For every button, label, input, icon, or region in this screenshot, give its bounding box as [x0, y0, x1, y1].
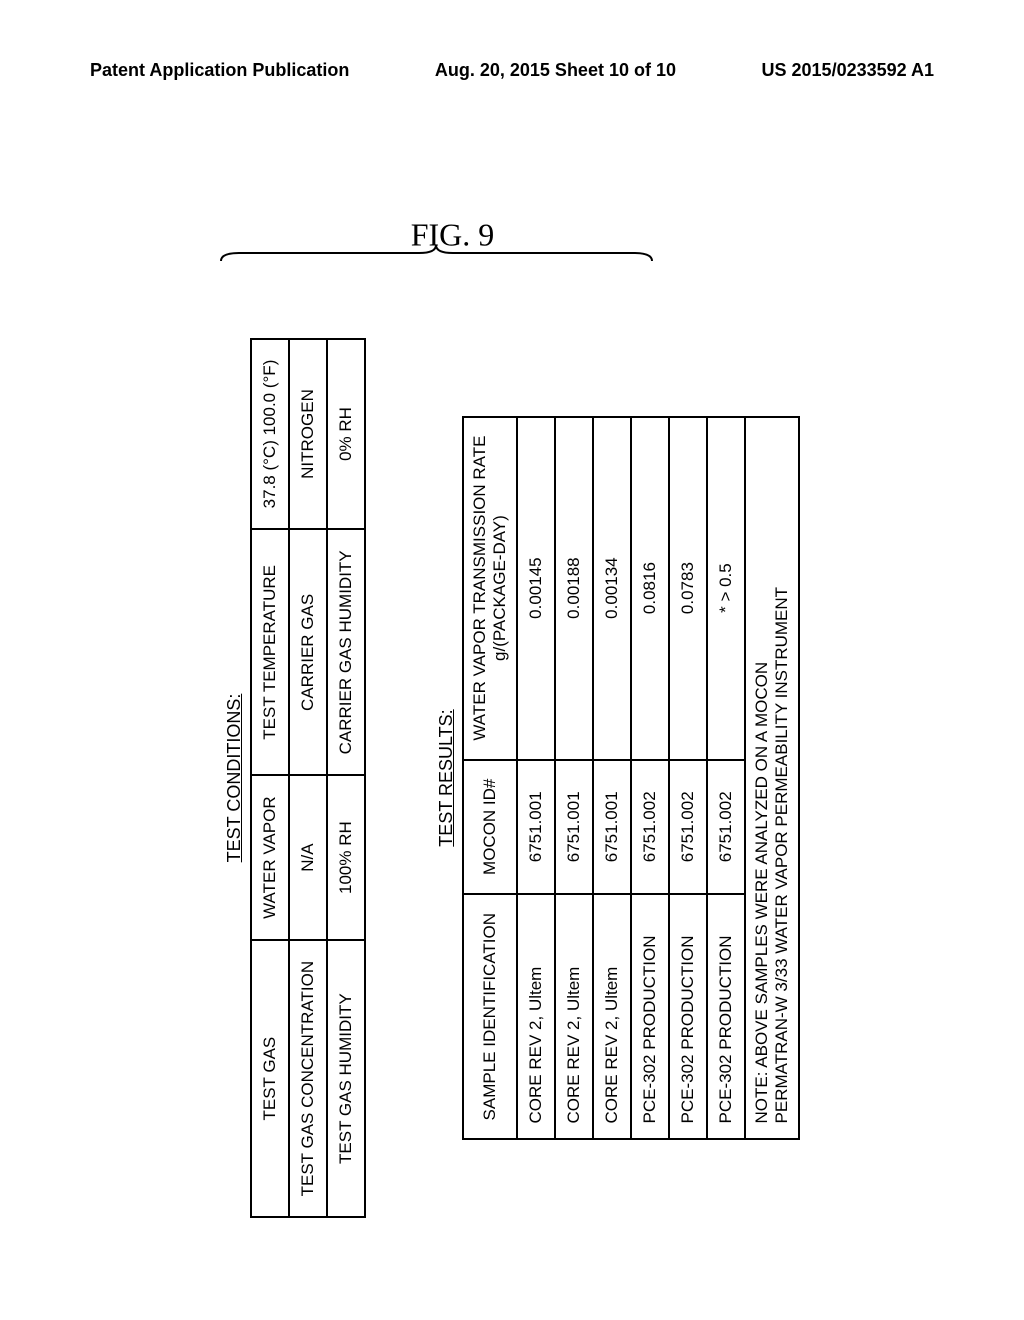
table-row: TEST GAS CONCENTRATIONN/ACARRIER GASNITR… [289, 339, 327, 1218]
table-row: CORE REV 2, Ultem6751.0010.00134 [593, 417, 631, 1140]
header-center: Aug. 20, 2015 Sheet 10 of 10 [435, 60, 676, 81]
test-conditions-section: TEST CONDITIONS: TEST GASWATER VAPORTEST… [224, 253, 366, 1303]
table-cell: 6751.002 [707, 760, 745, 894]
results-header-sample: SAMPLE IDENTIFICATION [463, 894, 517, 1140]
table-cell: CORE REV 2, Ultem [517, 894, 555, 1140]
table-cell: 0.00134 [593, 417, 631, 760]
results-header-rate: WATER VAPOR TRANSMISSION RATE g/(PACKAGE… [463, 417, 517, 760]
table-cell: PCE-302 PRODUCTION [631, 894, 669, 1140]
table-cell: NITROGEN [289, 339, 327, 530]
table-cell: 6751.001 [593, 760, 631, 894]
table-cell: N/A [289, 775, 327, 939]
table-cell: CORE REV 2, Ultem [555, 894, 593, 1140]
table-cell: TEST GAS [251, 940, 289, 1218]
test-conditions-title: TEST CONDITIONS: [224, 253, 245, 1303]
results-header-mocon: MOCON ID# [463, 760, 517, 894]
table-cell: CORE REV 2, Ultem [593, 894, 631, 1140]
table-row: PCE-302 PRODUCTION6751.0020.0816 [631, 417, 669, 1140]
table-cell: 0.00145 [517, 417, 555, 760]
header-right: US 2015/0233592 A1 [762, 60, 934, 81]
patent-header: Patent Application Publication Aug. 20, … [0, 0, 1024, 91]
figure-content: FIG. 9 TEST CONDITIONS: TEST GASWATER VA… [224, 253, 800, 1303]
table-cell: 6751.001 [555, 760, 593, 894]
table-cell: TEST TEMPERATURE [251, 529, 289, 775]
table-cell: * > 0.5 [707, 417, 745, 760]
table-cell: 6751.002 [631, 760, 669, 894]
table-cell: 0% RH [327, 339, 365, 530]
table-cell: 37.8 (°C) 100.0 (°F) [251, 339, 289, 530]
figure-label: FIG. 9 [411, 216, 495, 253]
table-cell: 0.0783 [669, 417, 707, 760]
table-cell: PCE-302 PRODUCTION [669, 894, 707, 1140]
results-note: NOTE: ABOVE SAMPLES WERE ANALYZED ON A M… [745, 417, 799, 1140]
table-cell: 0.00188 [555, 417, 593, 760]
header-left: Patent Application Publication [90, 60, 349, 81]
table-cell: 6751.001 [517, 760, 555, 894]
table-cell: CARRIER GAS HUMIDITY [327, 529, 365, 775]
test-conditions-table: TEST GASWATER VAPORTEST TEMPERATURE37.8 … [250, 338, 366, 1219]
table-cell: 100% RH [327, 775, 365, 939]
test-results-section: TEST RESULTS: SAMPLE IDENTIFICATION MOCO… [436, 253, 800, 1303]
table-cell: WATER VAPOR [251, 775, 289, 939]
table-cell: 6751.002 [669, 760, 707, 894]
table-cell: TEST GAS CONCENTRATION [289, 940, 327, 1218]
table-row: CORE REV 2, Ultem6751.0010.00188 [555, 417, 593, 1140]
test-results-table: SAMPLE IDENTIFICATION MOCON ID# WATER VA… [462, 416, 800, 1141]
table-cell: TEST GAS HUMIDITY [327, 940, 365, 1218]
table-row: TEST GAS HUMIDITY100% RHCARRIER GAS HUMI… [327, 339, 365, 1218]
table-cell: PCE-302 PRODUCTION [707, 894, 745, 1140]
table-cell: 0.0816 [631, 417, 669, 760]
table-cell: CARRIER GAS [289, 529, 327, 775]
table-row: PCE-302 PRODUCTION6751.002* > 0.5 [707, 417, 745, 1140]
table-row: TEST GASWATER VAPORTEST TEMPERATURE37.8 … [251, 339, 289, 1218]
table-row: PCE-302 PRODUCTION6751.0020.0783 [669, 417, 707, 1140]
test-results-title: TEST RESULTS: [436, 253, 457, 1303]
table-row: CORE REV 2, Ultem6751.0010.00145 [517, 417, 555, 1140]
